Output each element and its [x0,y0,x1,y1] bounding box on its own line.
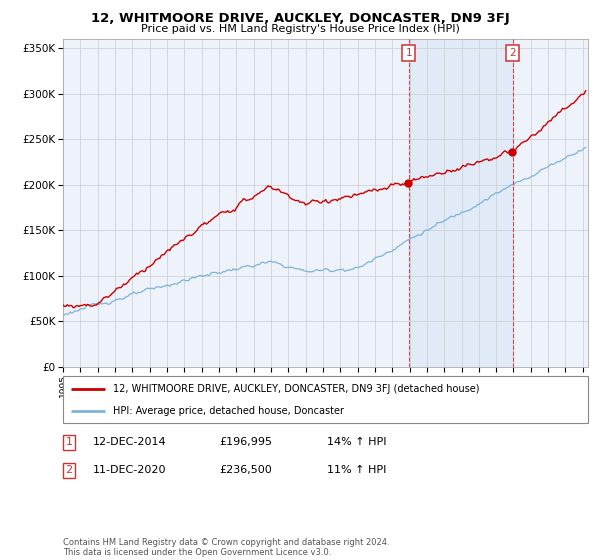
Text: 11-DEC-2020: 11-DEC-2020 [93,465,167,475]
Text: 1: 1 [65,437,73,447]
Text: Price paid vs. HM Land Registry's House Price Index (HPI): Price paid vs. HM Land Registry's House … [140,24,460,34]
Text: £196,995: £196,995 [219,437,272,447]
Text: 2: 2 [509,48,516,58]
Text: 12-DEC-2014: 12-DEC-2014 [93,437,167,447]
Bar [409,39,512,367]
Text: 12, WHITMOORE DRIVE, AUCKLEY, DONCASTER, DN9 3FJ: 12, WHITMOORE DRIVE, AUCKLEY, DONCASTER,… [91,12,509,25]
Text: 1: 1 [406,48,412,58]
Text: 11% ↑ HPI: 11% ↑ HPI [327,465,386,475]
FancyBboxPatch shape [63,376,588,423]
Text: Contains HM Land Registry data © Crown copyright and database right 2024.
This d: Contains HM Land Registry data © Crown c… [63,538,389,557]
Text: 2: 2 [65,465,73,475]
Text: 14% ↑ HPI: 14% ↑ HPI [327,437,386,447]
Text: 12, WHITMOORE DRIVE, AUCKLEY, DONCASTER, DN9 3FJ (detached house): 12, WHITMOORE DRIVE, AUCKLEY, DONCASTER,… [113,384,479,394]
Text: £236,500: £236,500 [219,465,272,475]
Text: HPI: Average price, detached house, Doncaster: HPI: Average price, detached house, Donc… [113,406,344,416]
